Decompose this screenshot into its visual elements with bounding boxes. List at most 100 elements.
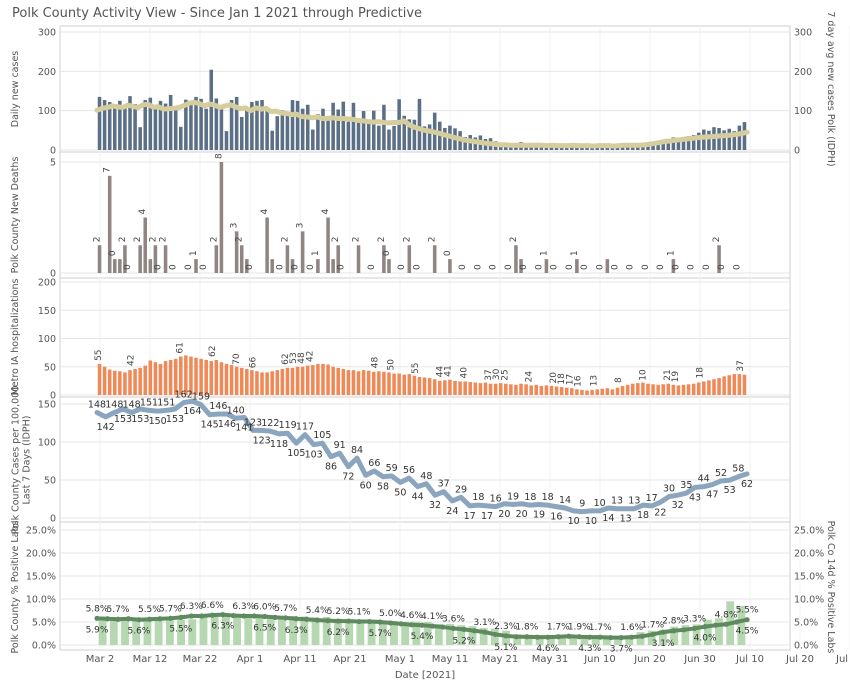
rate-label: 84 xyxy=(351,445,363,456)
positivity-line-point xyxy=(125,616,132,622)
death-label: 0 xyxy=(687,264,697,270)
positivity-line-point xyxy=(691,625,698,632)
positivity-line-point xyxy=(587,634,593,640)
positivity-line-point xyxy=(314,617,320,623)
positivity-bar xyxy=(322,616,331,645)
hosp-bar xyxy=(199,358,203,395)
y-tick-label: 0 xyxy=(50,514,56,525)
positivity-line-point xyxy=(178,614,184,621)
hosp-bar xyxy=(250,370,254,395)
positivity-line-point xyxy=(629,634,635,640)
positivity-line-point xyxy=(356,618,362,625)
positivity-bar xyxy=(681,625,690,645)
positivity-bar xyxy=(121,619,129,645)
positivity-line-point xyxy=(209,612,215,618)
positivity-label-top: 1.7% xyxy=(641,620,664,630)
positivity-line-point xyxy=(597,634,603,640)
hosp-bar xyxy=(514,384,518,395)
death-label: 2 xyxy=(352,237,362,243)
positivity-bar xyxy=(524,636,533,645)
hosp-label: 16 xyxy=(573,375,583,387)
hosp-bar xyxy=(184,355,188,395)
hosp-label: 10 xyxy=(638,369,648,381)
y-tick-label: 0 xyxy=(50,391,56,402)
positivity-line-point xyxy=(618,635,624,641)
hosp-label: 70 xyxy=(232,353,242,365)
positivity-line-point xyxy=(712,622,719,628)
case-bar xyxy=(443,127,447,150)
case-bar xyxy=(696,132,701,150)
rate-label: 30 xyxy=(663,484,675,495)
death-label: 4 xyxy=(138,209,148,215)
case-bar xyxy=(361,111,366,150)
hosp-bar xyxy=(519,383,523,395)
positivity-line-point xyxy=(272,614,278,621)
positivity-bar xyxy=(266,615,275,645)
hosp-bar xyxy=(534,384,539,395)
y-tick-label-right: 10.0% xyxy=(794,595,824,606)
y-tick-label: 5.0% xyxy=(32,618,56,629)
y-tick-label-right: 0.0% xyxy=(794,641,818,652)
case-bar xyxy=(336,109,340,150)
death-bar xyxy=(575,259,579,273)
death-bar xyxy=(153,245,158,273)
hosp-bar xyxy=(564,387,569,395)
hosp-bar xyxy=(209,361,214,395)
death-label: 1 xyxy=(570,250,580,256)
death-label: 0 xyxy=(595,264,605,270)
hosp-bar xyxy=(722,376,726,395)
hosp-label: 42 xyxy=(127,355,137,366)
hosp-bar xyxy=(605,388,610,395)
hosp-bar xyxy=(504,383,508,395)
rate-label: 153 xyxy=(131,414,149,425)
positivity-label-top: 2.3% xyxy=(494,622,517,632)
y-tick-label: 200 xyxy=(38,67,56,78)
hosp-bar xyxy=(610,389,615,395)
death-label: 2 xyxy=(402,237,412,243)
positivity-line-point xyxy=(199,613,205,619)
positivity-line-point xyxy=(220,612,226,618)
positivity-line-point xyxy=(136,617,142,623)
rate-label: 151 xyxy=(140,397,158,408)
positivity-label-top: 3.6% xyxy=(442,614,465,624)
hosp-label: 17 xyxy=(565,374,575,385)
x-tick-label: May 1 xyxy=(385,654,415,665)
case-bar xyxy=(97,96,102,150)
hosp-bar xyxy=(280,369,285,395)
positivity-line-point xyxy=(450,625,457,632)
positivity-line-point xyxy=(639,633,645,639)
positivity-line-point xyxy=(167,615,173,621)
positivity-label-top: 5.5% xyxy=(736,606,759,616)
positivity-bar xyxy=(715,618,723,645)
death-label: 0 xyxy=(108,250,118,256)
hosp-bar xyxy=(524,384,528,395)
case-bar xyxy=(371,110,376,150)
case-bar xyxy=(341,101,346,150)
hosp-bar xyxy=(204,359,208,395)
positivity-label-top: 4.8% xyxy=(715,610,738,620)
hosp-label: 40 xyxy=(460,367,470,379)
rate-label: 19 xyxy=(507,491,519,502)
death-label: 2 xyxy=(428,237,438,243)
hosp-bar xyxy=(361,370,366,395)
case-bar xyxy=(204,108,208,150)
hosp-label: 18 xyxy=(557,373,567,385)
positivity-label-top: 6.6% xyxy=(201,601,224,611)
x-tick-label: Mar 2 xyxy=(86,654,114,665)
death-bar xyxy=(234,231,239,273)
hosp-bar xyxy=(158,363,163,395)
death-label: 2 xyxy=(148,237,158,243)
hosp-bar xyxy=(118,371,122,395)
y-axis-label: Polk County Cases per 100,000Last 7 Days… xyxy=(11,386,33,535)
hosp-bar xyxy=(245,369,249,395)
rate-label: 14 xyxy=(602,513,614,524)
x-axis-label: Date [2021] xyxy=(395,670,455,681)
positivity-label-bottom: 5.9% xyxy=(86,625,109,635)
death-bar xyxy=(519,259,523,273)
case-bar xyxy=(123,106,127,150)
hosp-bar xyxy=(625,384,630,395)
hosp-bar xyxy=(341,369,346,395)
hosp-bar xyxy=(112,370,117,395)
case-bar xyxy=(300,108,305,150)
y-tick-label: 50 xyxy=(44,362,56,373)
